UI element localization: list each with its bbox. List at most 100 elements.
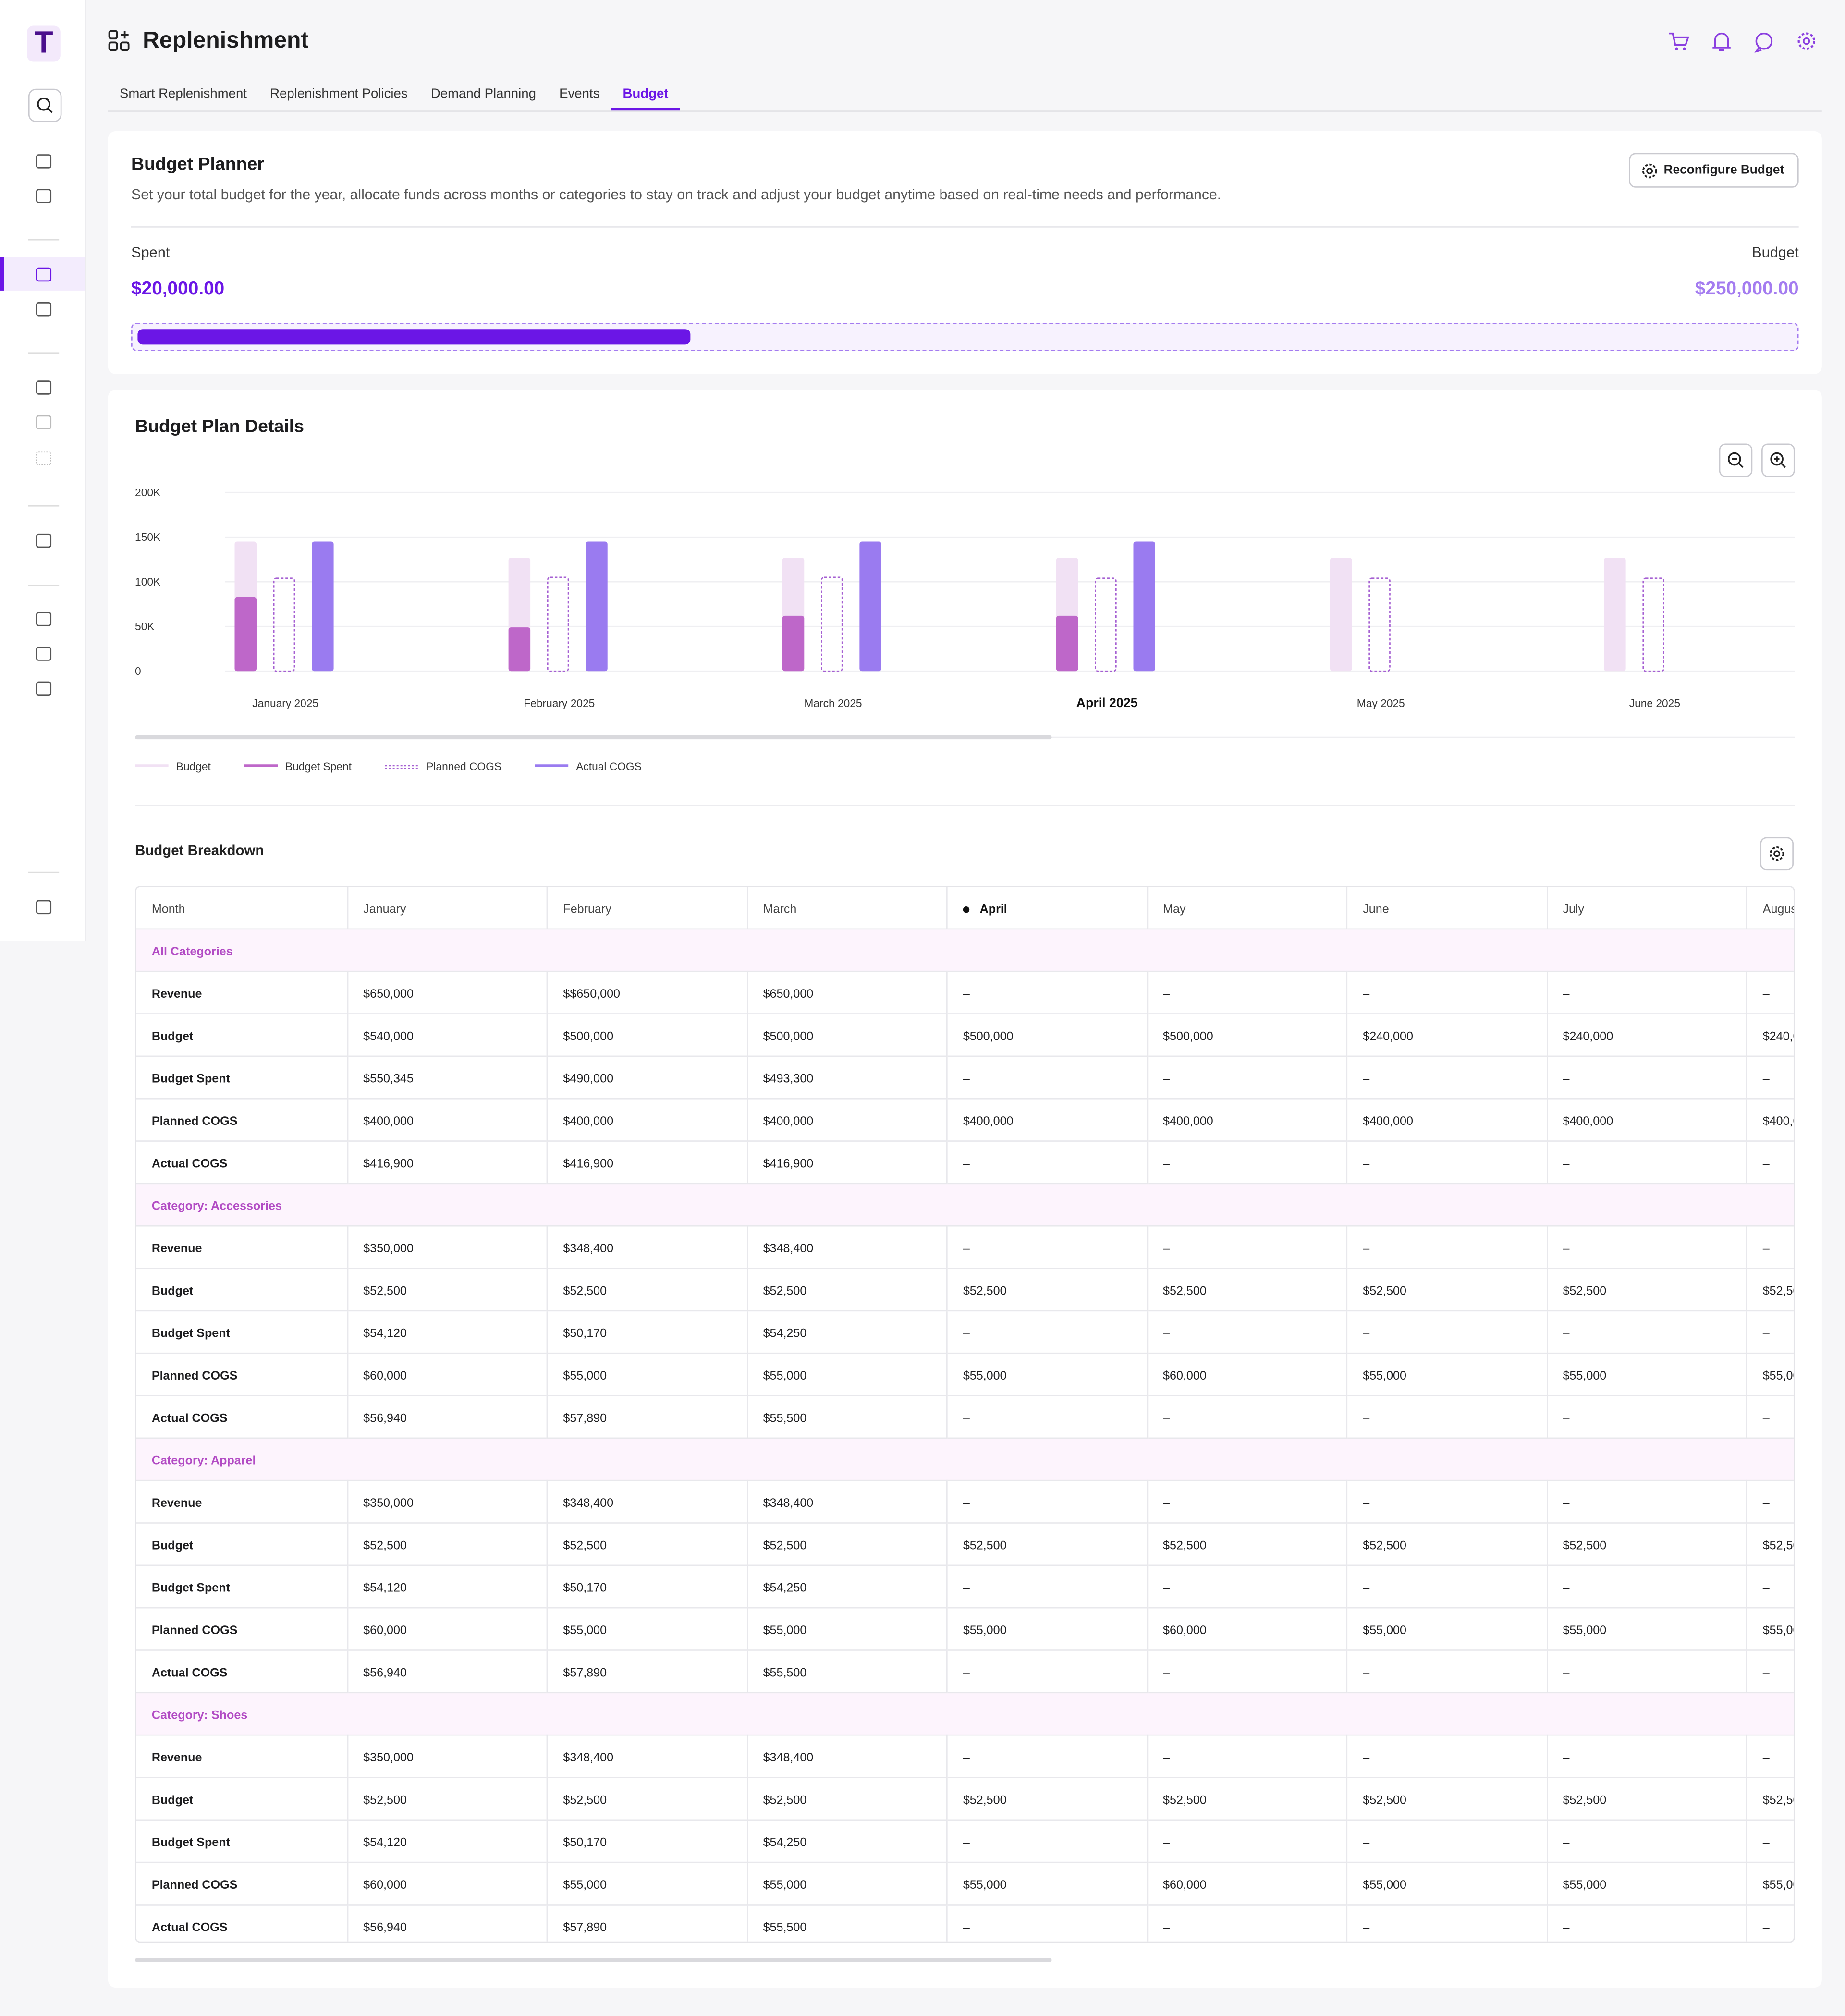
tab[interactable]: Smart Replenishment (119, 87, 247, 102)
cell: $400,000 (747, 1098, 948, 1141)
cell: – (947, 1479, 1148, 1523)
bar (859, 541, 881, 672)
nav-icon[interactable] (36, 612, 52, 626)
cell: $52,500 (1346, 1268, 1548, 1311)
cell: $52,500 (1147, 1268, 1348, 1311)
bar (821, 576, 843, 672)
tab[interactable]: Events (559, 87, 600, 102)
divider (28, 239, 60, 241)
cell: – (1747, 1819, 1794, 1863)
cell: $55,000 (1346, 1607, 1548, 1650)
cell: – (1346, 1734, 1548, 1778)
cell: $56,940 (347, 1649, 548, 1693)
chart: 0 50K 100K 150K 200K January 2025 February 202… (135, 486, 1795, 772)
cell: – (1747, 1310, 1794, 1354)
cell: $416,900 (347, 1140, 548, 1184)
cell: $52,500 (1346, 1777, 1548, 1820)
nav-icon[interactable] (36, 451, 52, 465)
nav-icon[interactable] (36, 533, 52, 548)
cell: $52,500 (947, 1777, 1148, 1820)
cell: – (947, 1734, 1148, 1778)
group-title: Category: Accessories (136, 1183, 1794, 1226)
legend-label: Budget (176, 760, 211, 772)
cell: – (1346, 1310, 1548, 1354)
search-button[interactable] (28, 88, 62, 122)
cell: $55,500 (747, 1649, 948, 1693)
table-settings-button[interactable] (1760, 837, 1794, 871)
cell: $416,900 (547, 1140, 748, 1184)
bar (273, 577, 295, 672)
button-label: Reconfigure Budget (1663, 163, 1784, 178)
cell: $55,000 (547, 1861, 748, 1905)
zoom-out-button[interactable] (1719, 443, 1753, 477)
nav-icon[interactable] (36, 189, 52, 203)
cell: – (1747, 970, 1794, 1014)
divider (28, 352, 60, 354)
cell: – (1147, 1564, 1348, 1608)
cell: $55,000 (1346, 1861, 1548, 1905)
cell: $52,500 (1547, 1268, 1747, 1311)
cell: – (947, 1819, 1148, 1863)
cell: $240,000 (1547, 1013, 1747, 1056)
cell: – (1147, 1819, 1348, 1863)
data-row: Planned COGS $60,000 $55,000 $55,000 $55,000… (136, 1607, 1794, 1650)
tab[interactable]: Budget (611, 82, 680, 111)
logout-icon[interactable] (36, 900, 52, 915)
nav-icon[interactable] (36, 267, 52, 282)
cell: $500,000 (547, 1013, 748, 1056)
tab[interactable]: Replenishment Policies (270, 87, 408, 102)
reconfigure-button[interactable]: Reconfigure Budget (1629, 153, 1799, 188)
group-row: Category: Accessories (136, 1183, 1794, 1226)
cell: – (1747, 1734, 1794, 1778)
divider (28, 585, 60, 586)
zoom-out-icon (1728, 452, 1744, 468)
row-label: Planned COGS (136, 1607, 348, 1650)
nav-icon[interactable] (36, 647, 52, 661)
legend-label: Planned COGS (426, 760, 501, 772)
row-label: Planned COGS (136, 1861, 348, 1905)
tab[interactable]: Demand Planning (430, 87, 536, 102)
cell: – (947, 1310, 1148, 1354)
data-row: Planned COGS $60,000 $55,000 $55,000 $55,000… (136, 1352, 1794, 1396)
cell: $52,500 (1346, 1522, 1548, 1565)
nav-icon[interactable] (36, 302, 52, 317)
cell: – (947, 1904, 1148, 1942)
cell: $55,500 (747, 1904, 948, 1942)
cell: $50,170 (547, 1819, 748, 1863)
cell: $52,500 (747, 1268, 948, 1311)
cell: $348,400 (747, 1479, 948, 1523)
card-description: Set your total budget for the year, allo… (131, 187, 1222, 203)
cell: $52,500 (747, 1522, 948, 1565)
cell: – (1547, 1734, 1747, 1778)
cell: – (1147, 1734, 1348, 1778)
cell: $650,000 (747, 970, 948, 1014)
cell: $50,170 (547, 1310, 748, 1354)
cell: $500,000 (1147, 1013, 1348, 1056)
row-label: Budget Spent (136, 1564, 348, 1608)
cell: $55,500 (747, 1395, 948, 1438)
row-label: Actual COGS (136, 1649, 348, 1693)
y-tick-label: 200K (135, 486, 160, 499)
cell: $55,000 (1547, 1352, 1747, 1396)
scrollbar[interactable] (135, 735, 1052, 740)
bar (234, 597, 257, 672)
cell: $240,000 (1346, 1013, 1548, 1056)
row-label: Budget (136, 1268, 348, 1311)
zoom-in-button[interactable] (1761, 443, 1795, 477)
nav-icon[interactable] (36, 380, 52, 395)
tab-bar: Smart Replenishment Replenishment Policie… (108, 82, 1822, 112)
row-label: Actual COGS (136, 1395, 348, 1438)
cell: $348,400 (747, 1225, 948, 1269)
cell: $60,000 (347, 1352, 548, 1396)
cell: $52,500 (547, 1522, 748, 1565)
nav-icon[interactable] (36, 154, 52, 169)
nav-icon[interactable] (36, 681, 52, 696)
nav-icon[interactable] (36, 415, 52, 430)
cell: $52,500 (347, 1522, 548, 1565)
scrollbar[interactable] (135, 1958, 1052, 1962)
row-label: Budget Spent (136, 1819, 348, 1863)
cell: – (1346, 1140, 1548, 1184)
cell: $400,000 (547, 1098, 748, 1141)
cell: – (1346, 1055, 1548, 1099)
cell: – (1747, 1904, 1794, 1942)
